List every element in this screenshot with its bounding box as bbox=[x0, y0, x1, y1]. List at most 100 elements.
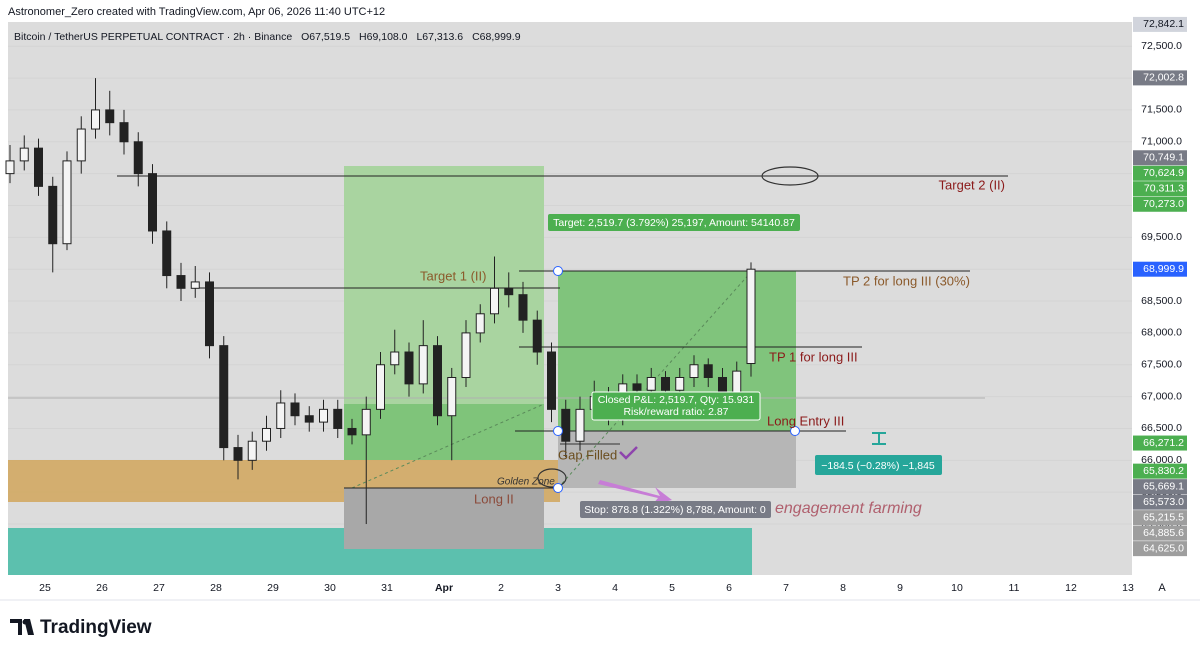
price-tag: 64,885.6 bbox=[1133, 525, 1187, 541]
symbol-line: Bitcoin / TetherUS PERPETUAL CONTRACT · … bbox=[14, 31, 521, 43]
candle-body bbox=[333, 408, 343, 429]
pnl-box bbox=[591, 391, 761, 421]
time-tick-label: 30 bbox=[324, 582, 336, 594]
candle-body bbox=[262, 427, 271, 442]
ohlc-low: L67,313.6 bbox=[416, 31, 463, 43]
stop-label: Stop: 878.8 (1.322%) 8,788, Amount: 0 bbox=[584, 504, 766, 516]
candle-body bbox=[119, 122, 129, 143]
time-tick-label: 27 bbox=[153, 582, 165, 594]
price-tag-label: 65,830.2 bbox=[1143, 465, 1184, 477]
candle-body bbox=[575, 408, 585, 442]
price-tag-label: 72,842.1 bbox=[1143, 18, 1184, 30]
measure-icon bbox=[872, 432, 886, 445]
price-tag: 65,669.1 bbox=[1133, 479, 1187, 495]
candle-body bbox=[404, 351, 414, 385]
measure-label: −184.5 (−0.28%) −1,845 bbox=[821, 460, 935, 472]
candle-body bbox=[347, 427, 357, 436]
candle-body bbox=[190, 281, 200, 289]
arrow bbox=[598, 480, 672, 505]
trade-diagonal bbox=[351, 403, 545, 489]
candle-body bbox=[461, 332, 471, 379]
time-tick-label: 10 bbox=[951, 582, 963, 594]
time-tick-label: 25 bbox=[39, 582, 51, 594]
candle-body bbox=[447, 377, 457, 417]
price-tag-label: 70,749.1 bbox=[1143, 152, 1184, 164]
annotation: engagement farming bbox=[775, 500, 922, 517]
candle-body bbox=[247, 440, 257, 461]
candle-body bbox=[361, 408, 371, 436]
time-tick-label: 31 bbox=[381, 582, 393, 594]
price-tag: 70,273.0 bbox=[1133, 196, 1187, 212]
price-tag-label: 65,573.0 bbox=[1143, 496, 1184, 508]
annotation: Long II bbox=[474, 491, 514, 506]
ohlc-high: H69,108.0 bbox=[359, 31, 408, 43]
candle-body bbox=[34, 147, 43, 187]
price-tag-label: 70,273.0 bbox=[1143, 198, 1184, 210]
candle-body bbox=[290, 402, 300, 417]
price-tick-label: 67,000.0 bbox=[1141, 390, 1182, 402]
auto-scale-button[interactable]: A bbox=[1158, 582, 1166, 594]
price-tag-box bbox=[1133, 70, 1187, 86]
price-tick-label: 67,500.0 bbox=[1141, 359, 1182, 371]
candle-body bbox=[746, 268, 756, 365]
price-tick-label: 66,000.0 bbox=[1141, 454, 1182, 466]
price-tag-box bbox=[1133, 150, 1187, 166]
price-tag-label: 66,271.2 bbox=[1143, 437, 1184, 449]
candle-body bbox=[475, 313, 485, 334]
price-tag-box bbox=[1133, 261, 1187, 277]
candle-body bbox=[105, 109, 115, 124]
time-tick-label: 12 bbox=[1065, 582, 1077, 594]
stop-label-box bbox=[580, 501, 771, 518]
ohlc-open: O67,519.5 bbox=[301, 31, 350, 43]
candle-body bbox=[561, 408, 571, 442]
price-tag: 70,624.9 bbox=[1133, 165, 1187, 181]
price-tag-label: 64,885.6 bbox=[1143, 527, 1184, 539]
price-tag: 72,842.1 bbox=[1133, 16, 1187, 32]
price-tag-box bbox=[1133, 541, 1187, 557]
time-tick-label: 2 bbox=[498, 582, 504, 594]
annotation: Golden Zone bbox=[497, 477, 555, 488]
target-label: Target: 2,519.7 (3.792%) 25,197, Amount:… bbox=[553, 217, 795, 229]
candle-body bbox=[376, 364, 385, 410]
candle-body bbox=[675, 377, 685, 391]
price-tag-label: 70,624.9 bbox=[1143, 167, 1184, 179]
price-tag-label: 65,669.1 bbox=[1143, 480, 1184, 492]
annotation: Long Entry III bbox=[767, 413, 844, 428]
price-tag: 70,749.1 bbox=[1133, 150, 1187, 166]
logo-dot bbox=[22, 619, 28, 625]
price-tag-label: 68,999.9 bbox=[1143, 263, 1184, 275]
long2-target-box-lower bbox=[344, 404, 544, 460]
candle-body bbox=[176, 275, 186, 289]
candle-body bbox=[219, 345, 229, 449]
price-tag-box bbox=[1133, 479, 1187, 495]
price-tag-box bbox=[1133, 165, 1187, 181]
price-tag-box bbox=[1133, 494, 1187, 510]
time-tick-label: Apr bbox=[435, 582, 453, 594]
price-tag-label: 65,215.5 bbox=[1143, 511, 1184, 523]
candle-body bbox=[133, 141, 143, 175]
candle-body bbox=[162, 230, 172, 277]
handle[interactable] bbox=[790, 426, 800, 436]
time-tick-label: 11 bbox=[1009, 582, 1020, 594]
candle-body bbox=[518, 294, 528, 321]
time-tick-label: 7 bbox=[783, 582, 789, 594]
candle-body bbox=[532, 319, 542, 353]
candle-body bbox=[5, 160, 15, 175]
time-tick-label: 3 bbox=[555, 582, 561, 594]
handle[interactable] bbox=[553, 426, 563, 436]
candle-body bbox=[490, 287, 499, 315]
candle-body bbox=[205, 281, 214, 347]
annotation: Target 2 (II) bbox=[939, 177, 1005, 192]
circle-scribble bbox=[537, 468, 567, 488]
handle[interactable] bbox=[553, 483, 563, 493]
price-tick-label: 72,500.0 bbox=[1141, 40, 1182, 52]
price-tag-box bbox=[1133, 196, 1187, 212]
price-tag: 65,215.5 bbox=[1133, 510, 1187, 526]
brand-logo bbox=[10, 619, 34, 635]
time-tick-label: 28 bbox=[210, 582, 222, 594]
price-tag: 72,002.8 bbox=[1133, 70, 1187, 86]
candle-body bbox=[703, 364, 713, 378]
candle-body bbox=[504, 287, 514, 296]
handle[interactable] bbox=[553, 266, 563, 276]
time-tick-label: 26 bbox=[96, 582, 108, 594]
